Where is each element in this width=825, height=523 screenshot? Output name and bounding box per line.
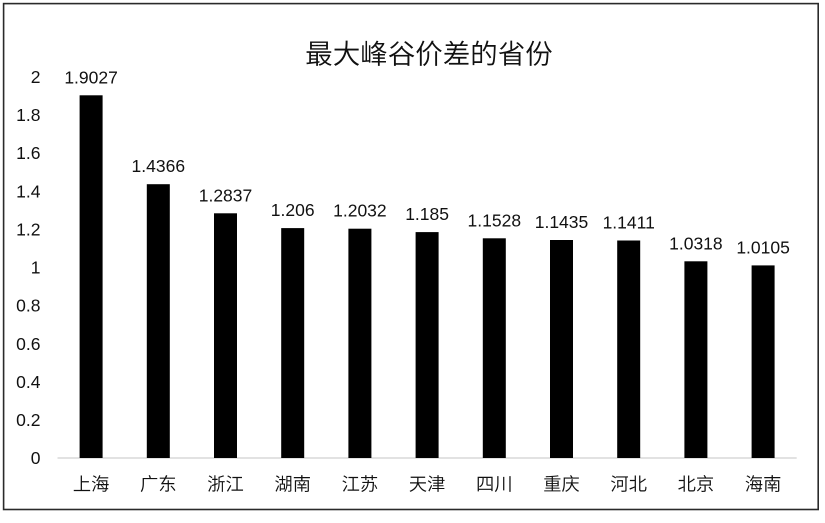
svg-text:1.6: 1.6	[16, 143, 40, 163]
svg-text:1.9027: 1.9027	[64, 67, 118, 87]
svg-text:1.206: 1.206	[271, 200, 315, 220]
svg-text:1.8: 1.8	[16, 105, 40, 125]
svg-text:2: 2	[31, 67, 41, 87]
svg-text:1.2032: 1.2032	[333, 201, 387, 221]
svg-text:1.1528: 1.1528	[468, 210, 522, 230]
svg-text:0: 0	[31, 448, 41, 468]
svg-text:1: 1	[31, 258, 41, 278]
svg-text:1.0318: 1.0318	[669, 233, 723, 253]
svg-text:1.0105: 1.0105	[736, 237, 790, 257]
svg-text:0.8: 0.8	[16, 296, 40, 316]
svg-text:1.2: 1.2	[16, 220, 40, 240]
svg-text:1.1411: 1.1411	[603, 213, 655, 233]
svg-text:1.4366: 1.4366	[132, 156, 186, 176]
svg-text:0.6: 0.6	[16, 334, 40, 354]
svg-text:0.4: 0.4	[16, 372, 41, 392]
svg-text:1.4: 1.4	[16, 181, 41, 201]
svg-text:1.185: 1.185	[405, 204, 449, 224]
svg-text:1.1435: 1.1435	[535, 212, 589, 232]
svg-text:0.2: 0.2	[16, 410, 40, 430]
svg-text:1.2837: 1.2837	[199, 185, 253, 205]
